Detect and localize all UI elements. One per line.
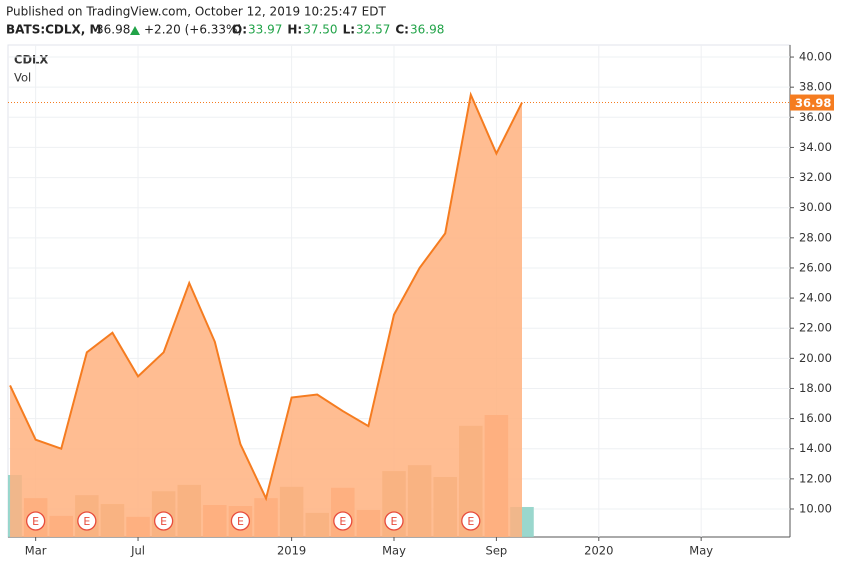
last-price-box: [790, 94, 834, 111]
earnings-label: E: [237, 515, 244, 528]
ohlc-value: 33.97: [248, 23, 282, 37]
ohlc-value: 32.57: [356, 23, 390, 37]
legend-volume: Vol: [14, 71, 31, 85]
earnings-marker: [384, 511, 404, 531]
earnings-marker: [153, 511, 174, 531]
earnings-marker: [461, 511, 481, 531]
earnings-label: E: [391, 515, 398, 528]
last-price: 36.98: [96, 23, 130, 37]
x-tick-label: May: [689, 544, 713, 558]
price-line: [9, 91, 523, 502]
y-tick-label: 24.00: [799, 291, 832, 305]
last-price-label: 36.98: [795, 96, 831, 110]
earnings-marker: [230, 511, 251, 531]
legend-symbol: CDLX: [14, 53, 48, 67]
x-tick-label: Mar: [25, 544, 47, 558]
x-tick-label: Jul: [130, 544, 145, 558]
earnings-label: E: [339, 515, 346, 528]
ohlc-label: O:: [232, 23, 247, 37]
ohlc: O: 33.97 H: 37.50 L: 32.57 C: 36.98: [232, 23, 444, 37]
x-tick-label: May: [382, 544, 406, 558]
up-arrow: [130, 26, 140, 35]
y-tick-label: 22.00: [799, 321, 832, 335]
ohlc-value: 36.98: [410, 23, 444, 37]
published-note: Published on TradingView.com, October 12…: [6, 5, 386, 19]
ohlc-value: 37.50: [303, 23, 337, 37]
earnings-label: E: [83, 515, 90, 528]
ohlc-label: C:: [395, 23, 409, 37]
earnings-label: E: [32, 515, 39, 528]
y-tick-label: 28.00: [799, 230, 832, 244]
earnings-marker: [77, 511, 97, 531]
y-tick-label: 14.00: [799, 441, 832, 455]
earnings-marker: [333, 511, 353, 531]
earnings-label: E: [467, 515, 474, 528]
x-tick-label: 2019: [277, 544, 306, 558]
x-tick-label: Sep: [486, 544, 508, 558]
ohlc-label: L:: [343, 23, 355, 37]
x-tick-label: 2020: [584, 544, 613, 558]
y-tick-label: 10.00: [799, 501, 832, 515]
y-tick-label: 30.00: [799, 200, 832, 214]
y-tick-label: 26.00: [799, 260, 832, 274]
earnings-marker: [25, 511, 46, 531]
symbol: BATS:CDLX, M: [6, 23, 101, 37]
price-area: [10, 94, 522, 537]
y-tick-label: 16.00: [799, 411, 832, 425]
y-tick-label: 38.00: [799, 80, 832, 94]
y-tick-label: 18.00: [799, 381, 832, 395]
ohlc-label: H:: [287, 23, 302, 37]
y-tick-label: 36.00: [799, 110, 832, 124]
y-tick-label: 12.00: [799, 471, 832, 485]
y-tick-label: 32.00: [799, 170, 832, 184]
change: +2.20 (+6.33%): [144, 23, 242, 37]
y-tick-label: 20.00: [799, 351, 832, 365]
y-tick-label: 40.00: [799, 50, 832, 64]
earnings-label: E: [160, 515, 167, 528]
y-tick-label: 34.00: [799, 140, 832, 154]
